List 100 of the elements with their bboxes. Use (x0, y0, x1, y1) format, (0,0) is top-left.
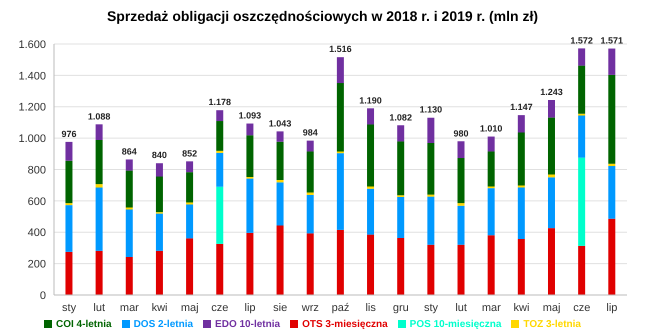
x-tick-label: lut (93, 302, 106, 314)
bar (156, 214, 163, 251)
bar (96, 250, 103, 295)
total-label: 1.516 (329, 44, 352, 54)
bar (548, 177, 555, 228)
bar (186, 161, 194, 172)
x-tick-label: sty (62, 302, 77, 314)
total-label: 1.178 (208, 97, 232, 108)
bar (367, 188, 374, 235)
bar (126, 210, 133, 258)
x-tick-label: wrz (300, 302, 319, 314)
bar (578, 116, 586, 158)
x-tick-label: sty (424, 302, 438, 314)
x-tick-label: maj (542, 302, 560, 314)
bar (578, 246, 586, 295)
x-tick-label: mar (482, 302, 502, 314)
bar (65, 252, 72, 295)
bar (488, 188, 495, 236)
y-tick-label: 1.200 (18, 102, 46, 114)
bar (96, 184, 103, 188)
bar (427, 118, 434, 143)
bar (216, 110, 224, 122)
y-tick-label: 1.600 (18, 38, 46, 51)
legend-label: DOS 2-letnia (134, 319, 194, 330)
x-tick-label: lis (365, 302, 376, 314)
bar (427, 196, 434, 245)
total-label: 1.572 (570, 35, 593, 46)
x-tick-label: cze (573, 302, 590, 314)
bar (126, 159, 133, 171)
x-tick-label: cze (211, 302, 228, 314)
legend-label: EDO 10-letnia (215, 319, 280, 330)
y-tick-label: 1.400 (18, 70, 46, 82)
bar (578, 66, 586, 114)
bar (96, 188, 103, 251)
bar (518, 188, 525, 239)
total-label: 864 (122, 146, 137, 156)
bar (96, 140, 103, 184)
total-label: 1.243 (540, 87, 563, 98)
bar (216, 121, 224, 151)
bar (608, 166, 616, 219)
bar (367, 124, 374, 186)
bar (427, 244, 434, 295)
total-label: 1.190 (359, 95, 382, 106)
bar (276, 131, 284, 142)
x-tick-label: paź (332, 302, 350, 314)
bar (65, 205, 72, 252)
x-tick-label: maj (180, 302, 199, 314)
bar (65, 142, 72, 161)
bar (336, 230, 344, 295)
bar (397, 125, 404, 142)
total-label: 1.093 (238, 110, 262, 121)
bar (578, 48, 586, 66)
total-label: 1.147 (510, 102, 533, 112)
total-label: 852 (182, 148, 198, 158)
y-tick-label: 800 (28, 164, 46, 176)
legend-label: COI 4-letnia (56, 319, 112, 330)
bar (246, 135, 254, 178)
bar (518, 115, 525, 132)
bar (336, 57, 344, 84)
bar (186, 172, 194, 202)
bar (65, 160, 72, 204)
bar (367, 234, 374, 295)
bar (156, 250, 163, 295)
total-label: 980 (453, 128, 469, 138)
bar (367, 108, 374, 124)
total-label: 1.088 (88, 111, 110, 122)
bar (276, 226, 284, 295)
bar (306, 233, 314, 295)
bar (276, 182, 284, 226)
total-label: 840 (152, 150, 167, 160)
total-label: 1.043 (268, 118, 292, 128)
bar (186, 204, 194, 238)
bar (306, 194, 314, 234)
legend-label: OTS 3-miesięczna (302, 319, 388, 330)
bar (306, 140, 314, 152)
bar (246, 178, 254, 233)
total-label: 984 (302, 128, 318, 138)
bar (458, 206, 465, 245)
bar (397, 141, 404, 196)
y-tick-label: 1.000 (18, 133, 46, 146)
total-label: 1.010 (480, 124, 502, 134)
bar (548, 118, 555, 175)
bar (518, 238, 525, 295)
legend-label: POS 10-miesięczna (410, 319, 502, 330)
x-tick-label: kwi (152, 302, 168, 314)
bar (186, 238, 194, 295)
bar (518, 132, 525, 186)
total-label: 976 (61, 128, 76, 139)
bar (608, 48, 616, 75)
bar (276, 142, 284, 180)
chart-title: Sprzedaż obligacji oszczędnościowych w 2018 r. i 2019 r. (mln zł) (106, 8, 540, 26)
bar (216, 244, 224, 295)
y-tick-label: 600 (28, 196, 46, 208)
bar (336, 153, 344, 230)
bar (96, 124, 103, 140)
bar (367, 186, 374, 189)
bar (488, 136, 495, 152)
x-tick-label: lip (606, 302, 618, 314)
bar (246, 232, 254, 295)
bar (458, 158, 465, 204)
